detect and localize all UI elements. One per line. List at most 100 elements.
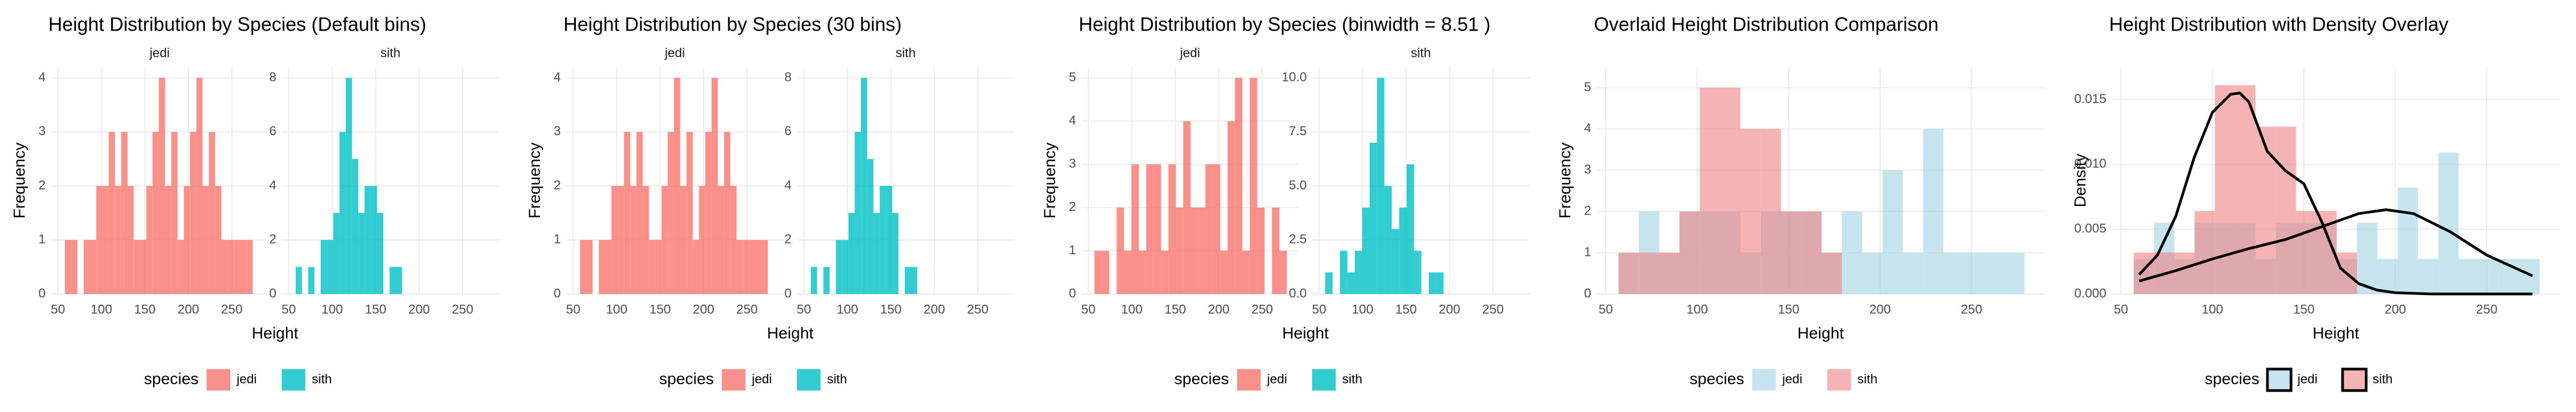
histogram-bar: [1340, 251, 1348, 294]
histogram-bar: [880, 186, 886, 294]
y-tick-label: 0: [785, 286, 792, 300]
histogram-bar: [83, 240, 90, 294]
histogram-bar: [1436, 272, 1444, 294]
histogram-bar: [854, 131, 861, 294]
histogram-bar: [1168, 164, 1176, 294]
panel: Height Distribution by Species (Default …: [11, 13, 499, 391]
x-tick-label: 200: [693, 302, 714, 317]
histogram-bar: [586, 240, 593, 294]
x-axis-label: Height: [2312, 325, 2359, 342]
histogram-bar: [1902, 253, 1923, 294]
histogram-bar: [1227, 121, 1235, 294]
legend-key: [1312, 369, 1336, 391]
histogram-bar: [1700, 87, 1721, 295]
histogram-bar: [699, 186, 706, 294]
histogram-bar: [867, 159, 874, 294]
histogram-bar: [171, 131, 178, 294]
x-tick-label: 150: [1778, 302, 1799, 317]
histogram-bar: [873, 212, 880, 294]
x-tick-label: 50: [1599, 302, 1613, 317]
legend-label: jedi: [1782, 372, 1802, 386]
y-tick-label: 8: [269, 70, 276, 84]
legend-key: [207, 369, 230, 391]
histogram-bar: [1153, 164, 1161, 294]
x-tick-label: 50: [797, 302, 811, 317]
legend-title: species: [1689, 370, 1744, 388]
histogram-bar: [240, 240, 247, 294]
histogram-bar: [346, 78, 352, 294]
histogram-bar: [1862, 253, 1883, 294]
histogram-bar: [661, 186, 668, 294]
x-tick-label: 100: [91, 302, 112, 317]
y-tick-label: 0: [1069, 286, 1076, 300]
x-tick-label: 100: [321, 302, 343, 317]
histogram-bar: [1249, 78, 1257, 294]
histogram-bar: [624, 131, 631, 294]
y-tick-label: 0.010: [2074, 157, 2106, 171]
y-tick-label: 0: [269, 286, 276, 300]
histogram-bar: [2377, 259, 2398, 294]
histogram-bar: [1720, 87, 1740, 295]
histogram-bar: [1429, 272, 1437, 294]
y-tick-label: 0.000: [2074, 286, 2106, 300]
y-tick-label: 4: [1069, 113, 1076, 128]
legend-key: [1827, 369, 1851, 391]
x-tick-label: 250: [1252, 302, 1273, 317]
y-axis-label: Frequency: [11, 143, 28, 219]
x-axis-label: Height: [252, 325, 298, 342]
histogram-bar: [1355, 251, 1363, 294]
y-tick-label: 0: [39, 286, 46, 300]
x-tick-label: 50: [1312, 302, 1327, 317]
histogram-bar: [389, 267, 396, 294]
legend-title: species: [144, 370, 199, 388]
y-tick-label: 5.0: [1289, 178, 1307, 193]
y-axis-label: Frequency: [526, 143, 544, 219]
histogram-bar: [705, 131, 712, 294]
histogram-bar: [1205, 164, 1213, 294]
x-tick-label: 200: [178, 302, 199, 317]
histogram-bar: [177, 240, 184, 294]
histogram-bar: [730, 186, 737, 294]
histogram-bar: [674, 78, 680, 294]
y-tick-label: 2: [1069, 200, 1076, 214]
panel: Overlaid Height Distribution Comparison 0…: [1556, 13, 2045, 391]
x-tick-label: 200: [1869, 302, 1891, 317]
histogram-bar: [1235, 78, 1243, 294]
histogram-bar: [823, 267, 830, 294]
histogram-bar: [649, 240, 655, 294]
histogram-bar: [71, 240, 78, 294]
x-tick-label: 200: [408, 302, 430, 317]
x-tick-label: 150: [134, 302, 156, 317]
histogram-bar: [810, 267, 817, 294]
histogram-bar: [2275, 127, 2296, 294]
y-tick-label: 5: [1069, 70, 1076, 84]
x-tick-label: 50: [1081, 302, 1096, 317]
x-tick-label: 250: [452, 302, 473, 317]
histogram-bar: [134, 240, 140, 294]
histogram-bar: [165, 186, 172, 294]
histogram-bar: [2174, 252, 2195, 294]
legend-title: species: [1174, 370, 1229, 388]
histogram-bar: [1384, 186, 1392, 294]
histogram-bar: [1190, 207, 1198, 294]
strip-label: sith: [896, 46, 916, 60]
histogram-bar: [352, 159, 358, 294]
histogram-bar: [327, 240, 333, 294]
density-curve: [2139, 208, 2533, 283]
histogram-bar: [1146, 164, 1154, 294]
legend-label: sith: [1857, 372, 1877, 386]
histogram-bar: [580, 240, 587, 294]
histogram-bar: [642, 186, 649, 294]
histogram-bar: [1923, 129, 1944, 294]
histogram-bar: [308, 267, 314, 294]
histogram-bar: [1161, 251, 1169, 294]
y-tick-label: 3: [39, 124, 46, 138]
histogram-bar: [209, 131, 215, 294]
histogram-bar: [630, 186, 636, 294]
histogram-bar: [396, 267, 402, 294]
panel: Height Distribution by Species (binwidth…: [1041, 13, 1529, 391]
histogram-bar: [190, 131, 196, 294]
histogram-bar: [1257, 207, 1265, 294]
panel: Height Distribution with Density Overlay…: [2072, 13, 2560, 392]
histogram-bar: [1212, 164, 1220, 294]
